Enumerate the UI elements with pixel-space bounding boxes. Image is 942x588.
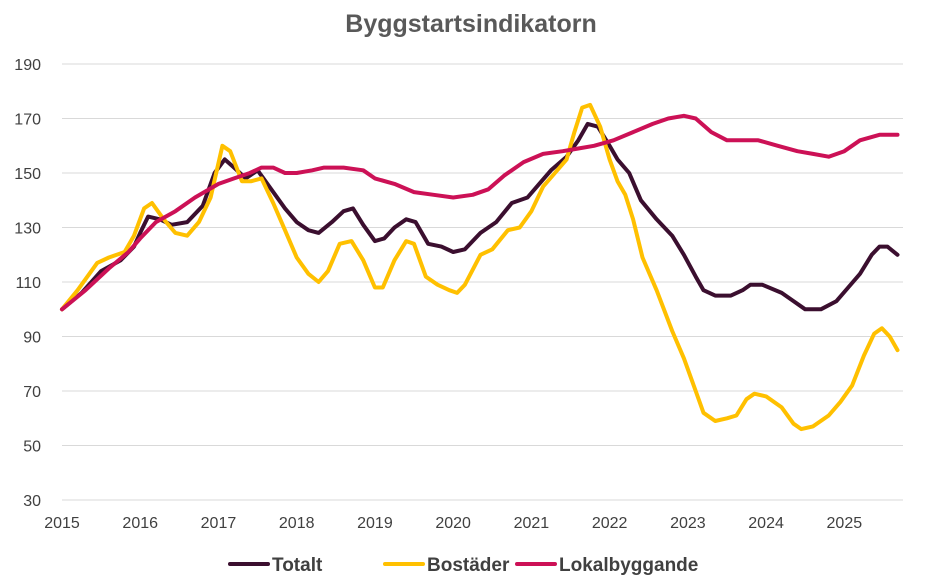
y-tick-label: 130 — [14, 221, 41, 238]
series-line-totalt — [60, 121, 900, 312]
x-tick-label: 2015 — [44, 515, 80, 532]
legend-item: Bostäder — [383, 555, 510, 576]
y-tick-label: 50 — [23, 439, 41, 456]
y-tick-label: 190 — [14, 57, 41, 74]
legend: Totalt Bostäder Lokalbyggande — [228, 555, 698, 576]
series-lines — [60, 102, 900, 432]
gridlines — [62, 63, 903, 501]
y-tick-label: 90 — [23, 330, 41, 347]
x-tick-label: 2019 — [357, 515, 393, 532]
legend-label: Bostäder — [427, 555, 510, 576]
y-tick-label: 70 — [23, 384, 41, 401]
y-tick-label: 150 — [14, 166, 41, 183]
y-tick-label: 170 — [14, 112, 41, 129]
x-tick-label: 2021 — [514, 515, 550, 532]
x-tick-label: 2018 — [279, 515, 315, 532]
x-tick-label: 2025 — [827, 515, 863, 532]
series-line-lokalbyggande — [60, 113, 900, 312]
y-tick-label: 110 — [15, 275, 41, 292]
y-tick-label: 30 — [23, 493, 41, 510]
legend-item: Totalt — [228, 555, 323, 576]
series-line-bostäder — [60, 102, 900, 432]
legend-label: Totalt — [272, 555, 323, 576]
chart-title: Byggstartsindikatorn — [345, 10, 596, 38]
x-tick-label: 2023 — [670, 515, 706, 532]
x-axis-ticks: 2015 2016 2017 2018 2019 2020 2021 2022 2023 2024… — [44, 515, 862, 532]
x-tick-label: 2016 — [122, 515, 158, 532]
legend-item: Lokalbyggande — [515, 555, 698, 576]
x-tick-label: 2022 — [592, 515, 628, 532]
x-tick-label: 2020 — [435, 515, 471, 532]
x-tick-label: 2024 — [748, 515, 784, 532]
x-tick-label: 2017 — [201, 515, 237, 532]
legend-label: Lokalbyggande — [559, 555, 698, 576]
y-axis-ticks: 30 50 70 90 110 130 150 170 190 — [14, 57, 41, 510]
